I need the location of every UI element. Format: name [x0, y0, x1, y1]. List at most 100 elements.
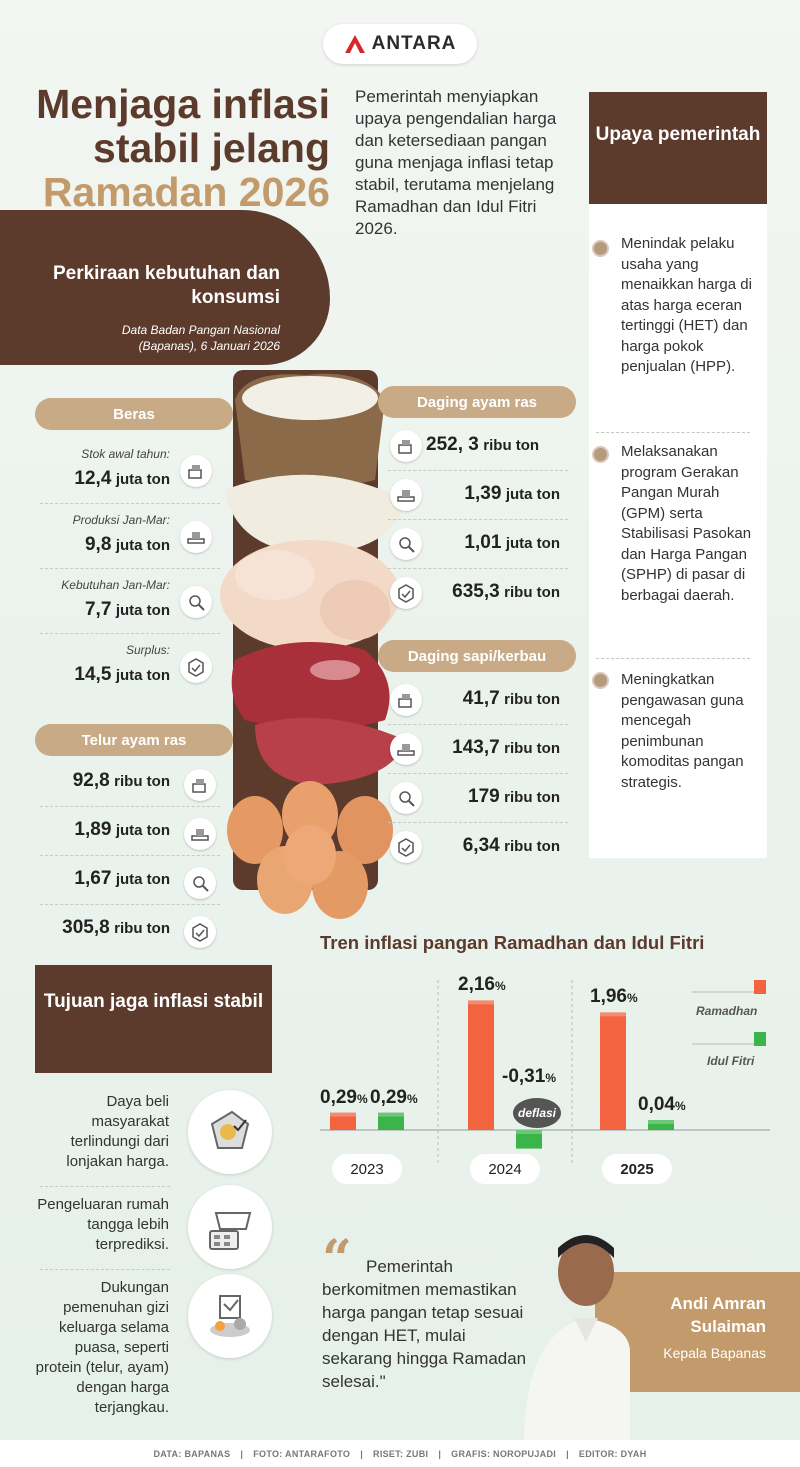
divider — [40, 806, 220, 807]
divider — [388, 773, 568, 774]
deflasi-annotation: deflasi — [513, 1098, 561, 1128]
bar-idul-fitri-2023 — [378, 1112, 404, 1130]
ayam-title: Daging ayam ras — [378, 386, 576, 418]
upaya-item-3: Meningkatkan pengawasan guna mencegah pe… — [621, 671, 744, 791]
intro-paragraph: Pemerintah menyiapkan upaya pengendalian… — [355, 87, 557, 238]
telur-value-2: 1,89 juta ton — [74, 819, 170, 840]
divider — [40, 633, 220, 634]
year-label-2023: 2023 — [332, 1154, 402, 1184]
footer-credit: GRAFIS: NOROPUJADI — [451, 1448, 557, 1459]
demand-icon — [390, 528, 422, 560]
basket-calculator-icon — [188, 1185, 272, 1269]
sapi-value-4: 6,34 ribu ton — [462, 835, 560, 856]
footer-credit: FOTO: ANTARAFOTO — [253, 1448, 351, 1459]
year-label-2024: 2024 — [470, 1154, 540, 1184]
ayam-value-1: 252, 3 ribu ton — [426, 434, 540, 455]
footer-credit: RISET: ZUBI — [373, 1448, 429, 1459]
rice-sack-icon — [225, 373, 405, 555]
tujuan-item-2: Pengeluaran rumah tangga lebih terpredik… — [37, 1196, 169, 1253]
bar-idul-fitri-2024 — [516, 1130, 542, 1149]
production-icon — [180, 521, 212, 553]
data-label: 0,29% — [370, 1086, 418, 1108]
beras-value-3: 7,7 juta ton — [84, 599, 170, 620]
sapi-value-2: 143,7 ribu ton — [452, 737, 560, 758]
beras-value-4: 14,5 juta ton — [74, 664, 170, 685]
perkiraan-banner — [0, 210, 330, 365]
data-label: 0,04% — [638, 1094, 686, 1115]
divider — [596, 658, 750, 659]
divider — [40, 503, 220, 504]
beras-label-1: Stok awal tahun: — [81, 447, 170, 461]
production-icon — [184, 818, 216, 850]
tujuan-item-3: Dukungan pemenuhan gizi keluarga selama … — [35, 1279, 169, 1416]
legend-swatch-ramadhan — [754, 980, 766, 994]
nutrition-basket-icon — [188, 1274, 272, 1358]
stock-icon — [390, 684, 422, 716]
bar-highlight — [468, 1000, 494, 1005]
data-label: 0,29% — [320, 1086, 368, 1108]
demand-icon — [184, 867, 216, 899]
demand-icon — [390, 782, 422, 814]
sapi-value-1: 41,7 ribu ton — [462, 688, 560, 709]
data-label: -0,31% — [502, 1066, 556, 1087]
telur-value-1: 92,8 ribu ton — [72, 770, 170, 791]
antara-logo-icon — [344, 35, 365, 53]
person-name: Andi Amran Sulaiman — [670, 1294, 766, 1336]
headline: Menjaga inflasi stabil jelang Ramadan 20… — [30, 82, 330, 214]
data-source: Data Badan Pangan Nasional (Bapanas), 6 … — [121, 323, 280, 353]
footer-credit: EDITOR: DYAH — [578, 1448, 647, 1459]
stock-icon — [184, 769, 216, 801]
beras-label-3: Kebutuhan Jan-Mar: — [61, 578, 170, 592]
telur-title: Telur ayam ras — [35, 724, 233, 756]
person-role: Kepala Bapanas — [663, 1345, 766, 1361]
bar-ramadhan-2023 — [330, 1112, 356, 1130]
legend-idul-fitri: Idul Fitri — [707, 1054, 755, 1068]
beras-title: Beras — [35, 398, 233, 430]
tujuan-item-1: Daya beli masyarakat terlindungi dari lo… — [66, 1093, 169, 1170]
beras-value-1: 12,4 juta ton — [74, 468, 170, 489]
antara-logo[interactable]: ANTARA — [323, 24, 477, 64]
divider — [388, 470, 568, 471]
bullet-icon — [592, 240, 609, 257]
divider — [40, 904, 220, 905]
chart-legend — [692, 980, 766, 1046]
bar-idul-fitri-2025 — [648, 1120, 674, 1130]
data-label: 1,96% — [590, 986, 638, 1008]
beras-label-2: Produksi Jan-Mar: — [72, 513, 170, 527]
eggs-icon — [227, 781, 393, 919]
bar-highlight — [648, 1120, 674, 1124]
upaya-title: Upaya pemerintah — [589, 92, 767, 204]
food-illustration — [220, 373, 405, 919]
headline-line-2: stabil jelang — [93, 125, 330, 171]
bar-ramadhan-2024 — [468, 1000, 494, 1130]
year-label-2025: 2025 — [602, 1154, 672, 1184]
headline-line-3: Ramadan 2026 — [42, 169, 330, 215]
surplus-icon — [390, 577, 422, 609]
production-icon — [390, 479, 422, 511]
tujuan-title: Tujuan jaga inflasi stabil — [35, 965, 272, 1073]
divider — [40, 568, 220, 569]
legend-ramadhan: Ramadhan — [696, 1004, 758, 1018]
bar-highlight — [378, 1112, 404, 1117]
footer-separator: | — [360, 1448, 364, 1459]
divider — [388, 822, 568, 823]
data-label: 2,16% — [458, 974, 506, 996]
production-icon — [390, 733, 422, 765]
sapi-value-3: 179 ribu ton — [468, 786, 560, 807]
meat-icon — [231, 642, 405, 785]
chicken-icon — [220, 540, 400, 650]
upaya-item-1: Menindak pelaku usaha yang menaikkan har… — [621, 235, 752, 375]
bar-highlight — [516, 1130, 542, 1134]
telur-value-4: 305,8 ribu ton — [62, 917, 170, 938]
stock-icon — [180, 455, 212, 487]
bullet-icon — [592, 446, 609, 463]
divider — [596, 432, 750, 433]
perkiraan-title: Perkiraan kebutuhan dan konsumsi — [52, 263, 280, 308]
sapi-title: Daging sapi/kerbau — [378, 640, 576, 672]
person-photo — [524, 1235, 630, 1440]
divider — [388, 519, 568, 520]
demand-icon — [180, 586, 212, 618]
footer-separator: | — [240, 1448, 244, 1459]
ayam-value-4: 635,3 ribu ton — [452, 581, 560, 602]
divider — [40, 1269, 170, 1270]
